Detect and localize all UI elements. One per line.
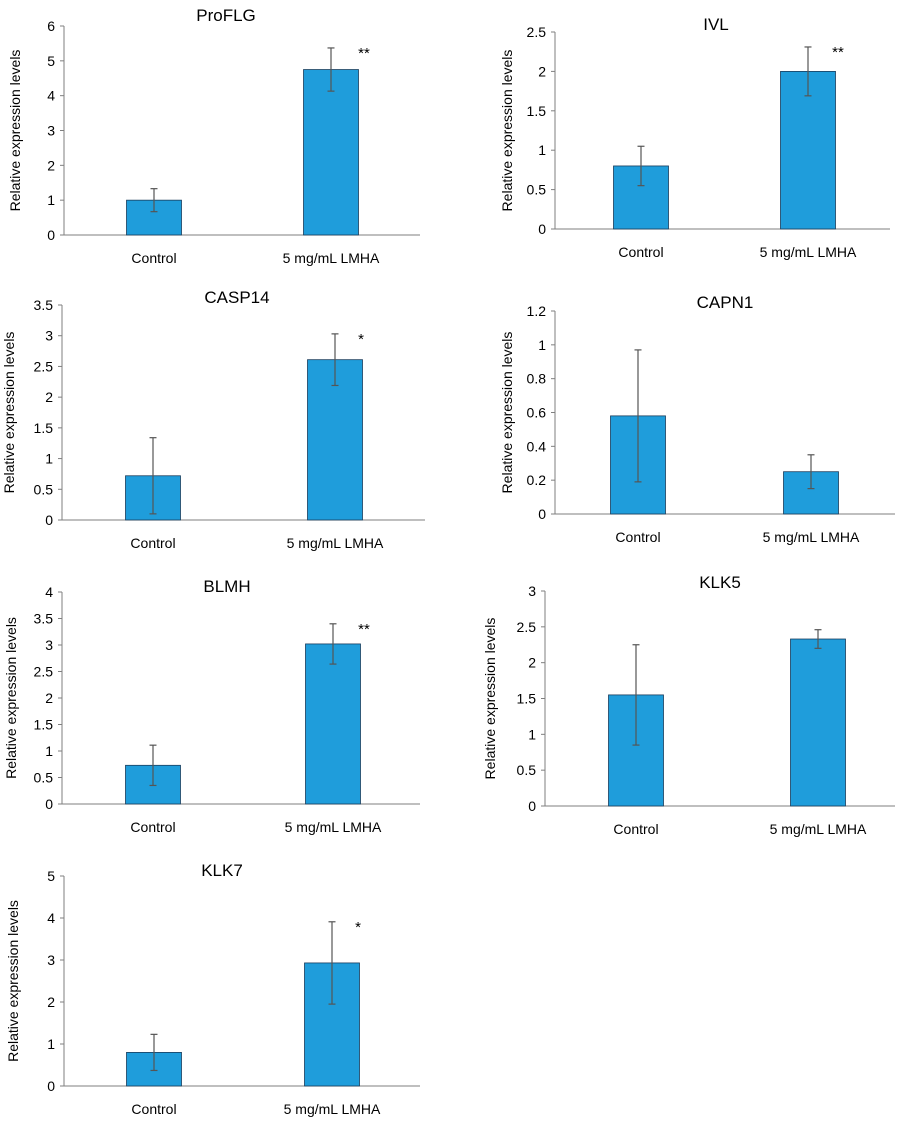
significance-marker: *	[355, 919, 361, 936]
y-axis-label: Relative expression levels	[499, 332, 515, 494]
bar-lmha	[307, 359, 363, 521]
y-tick-label: 3	[45, 637, 53, 653]
y-tick-label: 1.5	[34, 717, 54, 733]
y-tick-label: 1	[47, 1036, 55, 1052]
y-axis-label: Relative expression levels	[5, 900, 21, 1062]
chart-title: KLK7	[201, 861, 243, 880]
y-tick-label: 2.5	[517, 619, 537, 635]
chart-panel-4: CAPN1 Relative expression levels 0 0.2 0.4 0.…	[499, 293, 895, 545]
y-tick-label: 1	[538, 337, 546, 353]
significance-marker: **	[832, 44, 844, 61]
y-tick-label: 0	[538, 221, 546, 237]
chart-title: KLK5	[699, 573, 741, 592]
y-tick-label: 1	[45, 451, 53, 467]
x-tick-label: Control	[618, 244, 663, 260]
y-tick-label: 0	[47, 227, 55, 243]
significance-marker: **	[358, 621, 370, 638]
chart-title: ProFLG	[196, 6, 256, 25]
y-tick-label: 3	[45, 328, 53, 344]
y-axis-label: Relative expression levels	[482, 618, 498, 780]
y-tick-label: 3.5	[34, 297, 54, 313]
chart-panel-1: ProFLG Relative expression levels 0 1 2 3 4 5 6 C…	[7, 6, 420, 266]
y-tick-label: 1	[45, 743, 53, 759]
y-tick-label: 0.5	[517, 762, 537, 778]
y-axis-label: Relative expression levels	[3, 617, 19, 779]
y-tick-label: 2.5	[527, 24, 547, 40]
y-tick-label: 0.8	[527, 371, 547, 387]
y-tick-label: 2.5	[34, 358, 54, 374]
y-tick-label: 1.2	[527, 303, 547, 319]
y-tick-label: 1	[528, 726, 536, 742]
chart-panel-7: KLK7 Relative expression levels 0 1 2 3 4 5 Cont…	[5, 861, 420, 1117]
y-tick-label: 0.6	[527, 405, 547, 421]
y-tick-label: 0.5	[527, 182, 547, 198]
y-axis-label: Relative expression levels	[7, 50, 23, 212]
y-tick-label: 0	[528, 798, 536, 814]
y-tick-label: 1.5	[527, 103, 547, 119]
bar-lmha	[780, 71, 836, 230]
y-tick-label: 0.5	[34, 481, 54, 497]
y-tick-label: 5	[47, 868, 55, 884]
y-tick-label: 0	[47, 1078, 55, 1094]
y-tick-label: 1	[47, 192, 55, 208]
chart-title: CAPN1	[697, 293, 754, 312]
y-tick-label: 0	[538, 506, 546, 522]
x-tick-label: Control	[130, 819, 175, 835]
x-tick-label: Control	[131, 1101, 176, 1117]
bar-lmha	[305, 643, 361, 805]
x-tick-label: 5 mg/mL LMHA	[770, 821, 867, 837]
chart-title: BLMH	[203, 577, 250, 596]
x-tick-label: Control	[131, 250, 176, 266]
significance-marker: **	[358, 45, 370, 62]
y-tick-label: 0.2	[527, 472, 547, 488]
x-tick-label: 5 mg/mL LMHA	[760, 244, 857, 260]
x-tick-label: 5 mg/mL LMHA	[763, 529, 860, 545]
y-tick-label: 2	[538, 63, 546, 79]
y-tick-label: 6	[47, 18, 55, 34]
chart-panel-5: BLMH Relative expression levels 0 0.5 1 1.5 2 2…	[3, 577, 420, 835]
y-tick-label: 0	[45, 796, 53, 812]
y-tick-label: 1	[538, 142, 546, 158]
y-tick-label: 4	[47, 88, 55, 104]
bar-lmha	[303, 69, 359, 236]
chart-title: IVL	[703, 15, 729, 34]
chart-panel-2: IVL Relative expression levels 0 0.5 1 1.5 2 2.…	[499, 15, 890, 260]
x-tick-label: 5 mg/mL LMHA	[283, 250, 380, 266]
bar-lmha	[790, 638, 846, 807]
x-tick-label: 5 mg/mL LMHA	[285, 819, 382, 835]
x-tick-label: 5 mg/mL LMHA	[284, 1101, 381, 1117]
y-tick-label: 4	[45, 584, 53, 600]
y-tick-label: 5	[47, 53, 55, 69]
chart-panel-6: KLK5 Relative expression levels 0 0.5 1 1.5 2 2…	[482, 573, 895, 837]
y-axis-label: Relative expression levels	[499, 50, 515, 212]
y-tick-label: 2	[45, 389, 53, 405]
y-tick-label: 2	[47, 157, 55, 173]
y-tick-label: 3	[528, 583, 536, 599]
y-tick-label: 3.5	[34, 611, 54, 627]
chart-panel-3: CASP14 Relative expression levels 0 0.5 1 1.5…	[1, 288, 425, 551]
y-tick-label: 2	[45, 690, 53, 706]
y-tick-label: 4	[47, 910, 55, 926]
y-tick-label: 1.5	[517, 691, 537, 707]
y-tick-label: 3	[47, 123, 55, 139]
y-axis-label: Relative expression levels	[1, 332, 17, 494]
y-tick-label: 0	[45, 512, 53, 528]
significance-marker: *	[358, 331, 364, 348]
y-tick-label: 1.5	[34, 420, 54, 436]
y-tick-label: 2	[47, 994, 55, 1010]
x-tick-label: 5 mg/mL LMHA	[287, 535, 384, 551]
y-tick-label: 0.5	[34, 770, 54, 786]
y-tick-label: 0.4	[527, 438, 547, 454]
y-tick-label: 3	[47, 952, 55, 968]
y-tick-label: 2	[528, 655, 536, 671]
x-tick-label: Control	[615, 529, 660, 545]
y-tick-label: 2.5	[34, 664, 54, 680]
x-tick-label: Control	[130, 535, 175, 551]
x-tick-label: Control	[613, 821, 658, 837]
chart-title: CASP14	[204, 288, 269, 307]
